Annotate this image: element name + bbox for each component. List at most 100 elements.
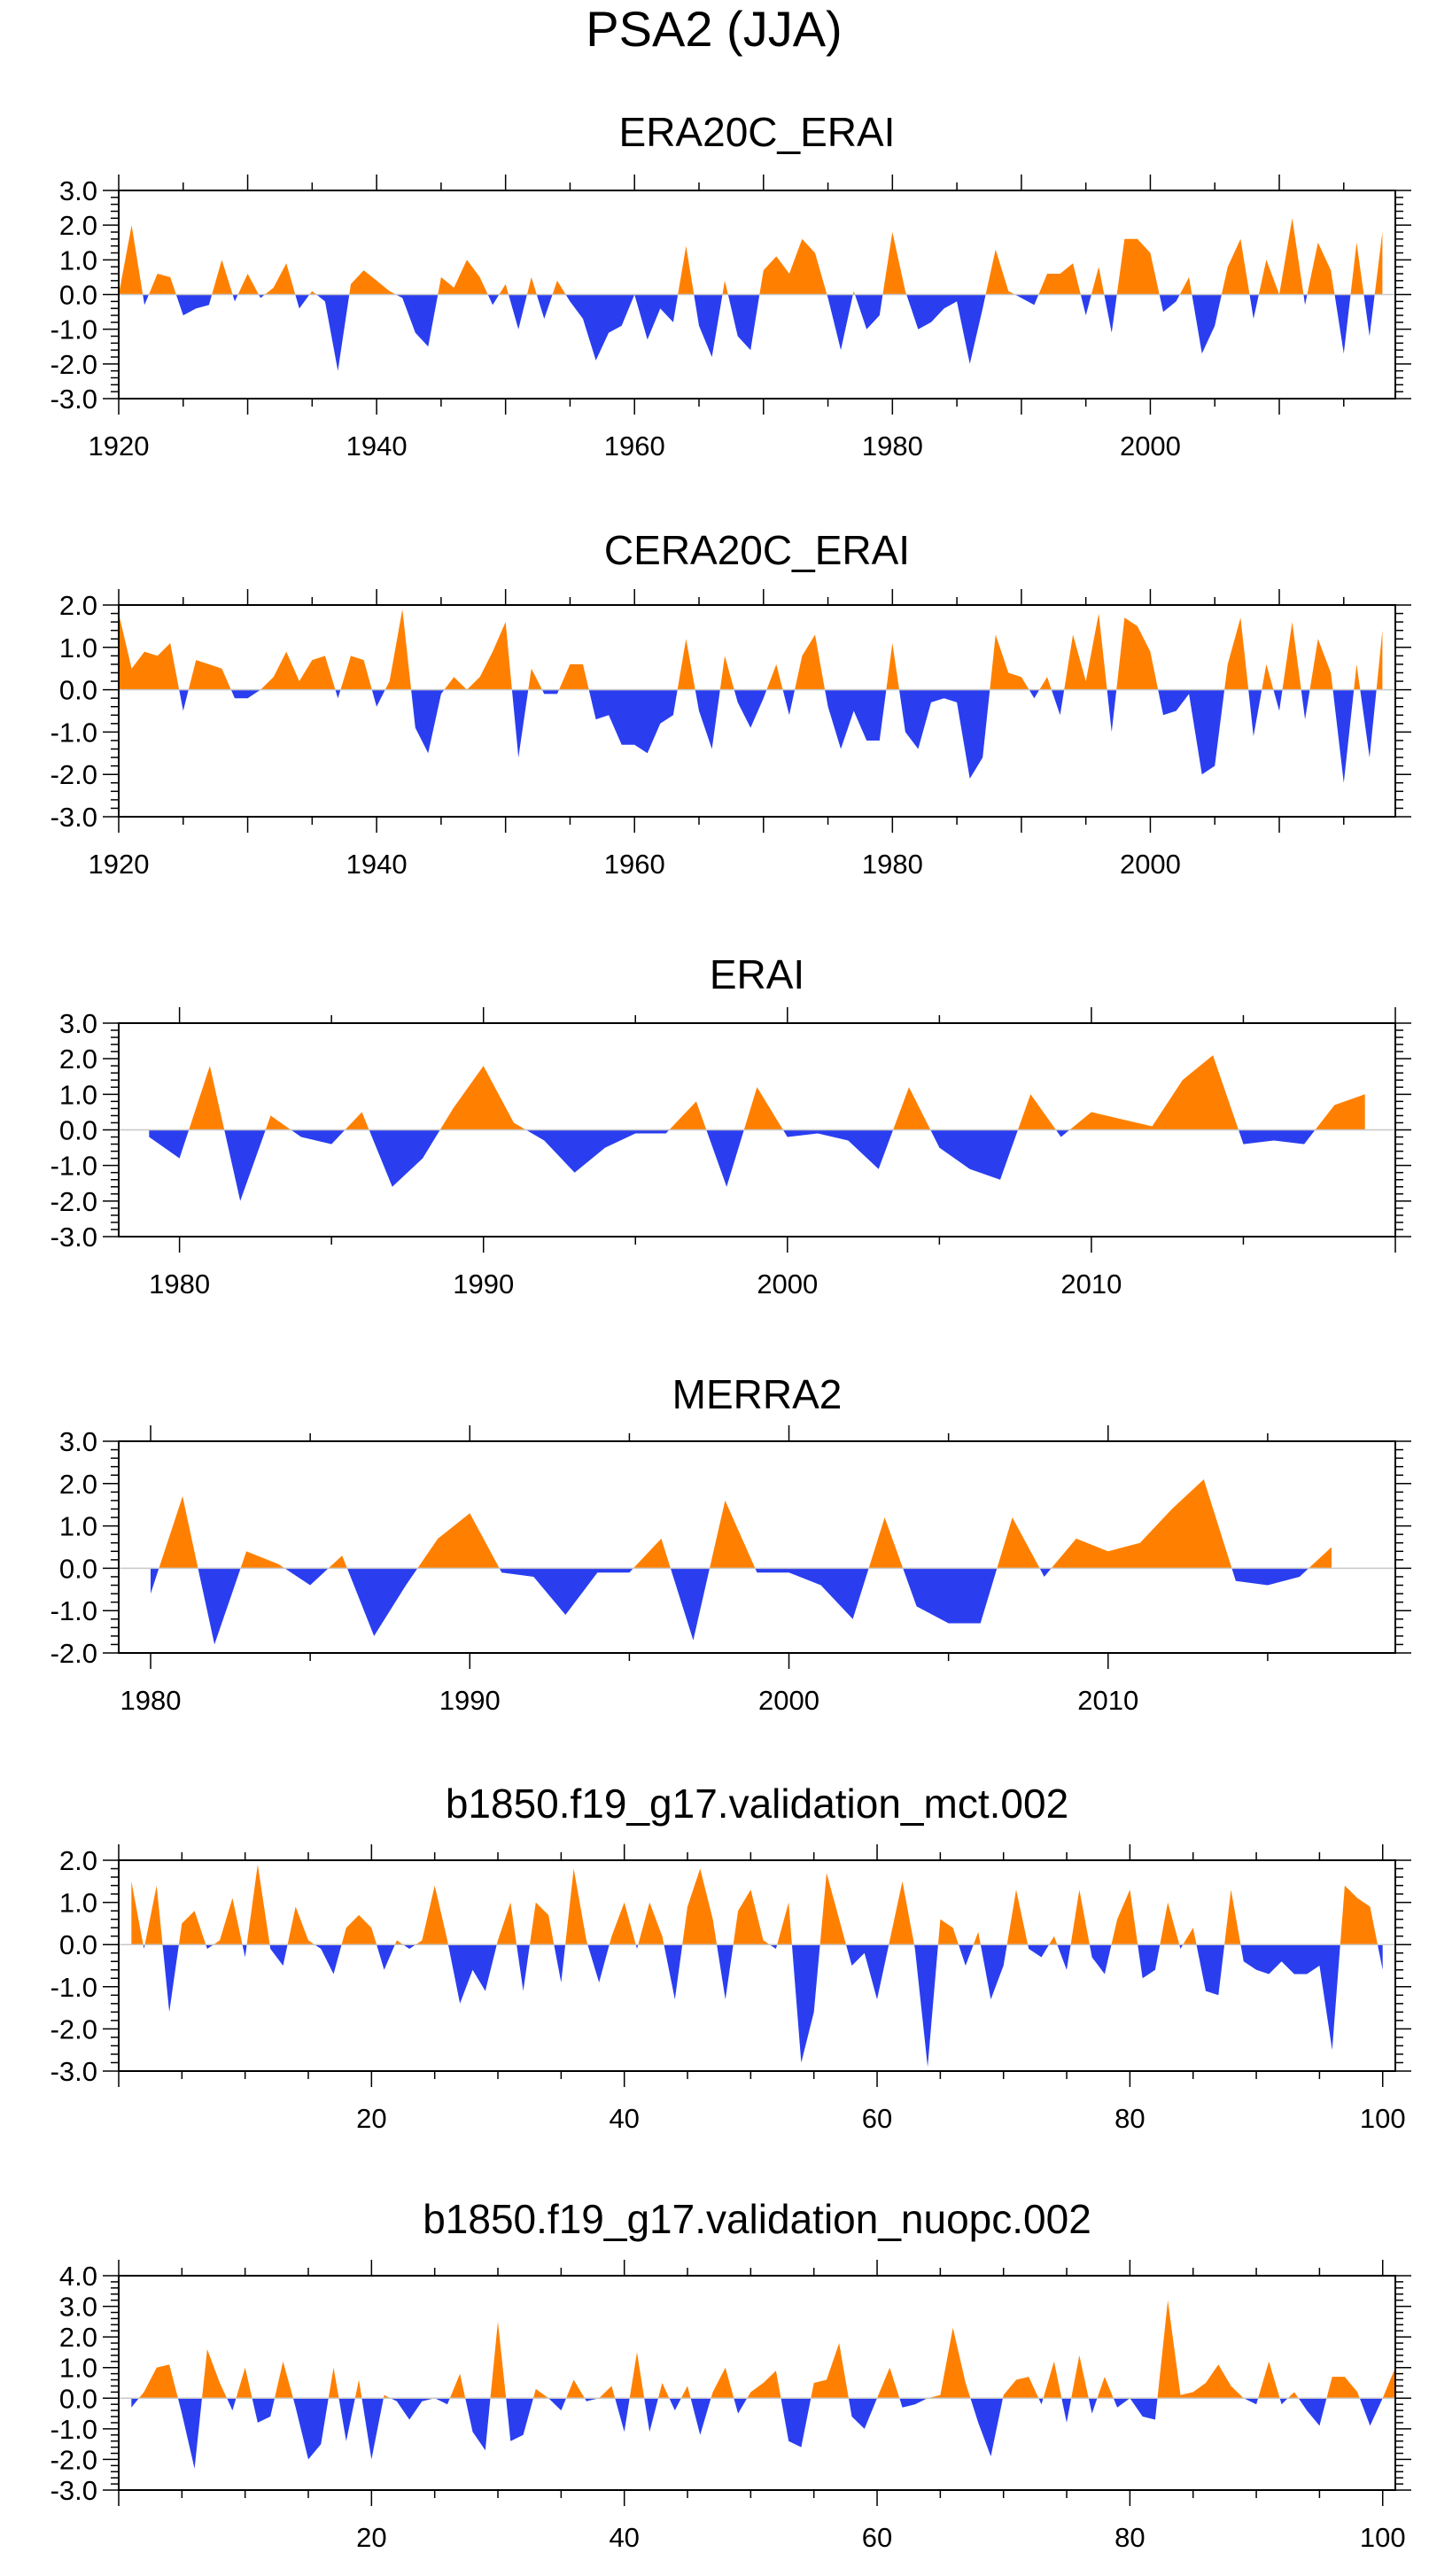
positive-area: [533, 2388, 549, 2399]
positive-area: [559, 663, 589, 690]
positive-area: [237, 274, 259, 295]
negative-area: [536, 294, 553, 319]
positive-area: [345, 1112, 369, 1130]
negative-area: [782, 689, 796, 716]
negative-area: [846, 1944, 889, 2000]
negative-area: [179, 689, 189, 711]
positive-area: [1258, 2361, 1280, 2399]
y-tick-label: 0.0: [59, 675, 97, 706]
positive-area: [795, 634, 826, 690]
negative-area: [143, 1944, 145, 1949]
plot-frame: [118, 1440, 1396, 1654]
y-tick-label: 0.0: [59, 1929, 97, 1960]
negative-area: [511, 689, 529, 758]
positive-area: [1374, 232, 1383, 295]
negative-area: [899, 689, 990, 779]
positive-area: [747, 2370, 781, 2399]
positive-area: [1003, 2377, 1039, 2399]
y-tick-label: -1.0: [50, 717, 97, 748]
positive-area: [889, 1881, 914, 1945]
positive-area: [777, 1902, 792, 1945]
positive-area: [1258, 260, 1279, 295]
positive-area: [678, 245, 695, 295]
negative-area: [1057, 1944, 1071, 1970]
negative-area: [781, 2398, 812, 2448]
negative-area: [1239, 1129, 1316, 1144]
negative-area: [1359, 2398, 1383, 2426]
positive-area: [1309, 639, 1333, 690]
negative-area: [411, 689, 445, 754]
positive-area: [1051, 1479, 1232, 1569]
x-tick-label: 1960: [604, 431, 665, 462]
y-tick-label: 1.0: [59, 244, 97, 275]
negative-area: [499, 1568, 633, 1615]
x-tick-label: 20: [356, 2103, 386, 2134]
positive-area: [138, 2364, 178, 2399]
negative-area: [1080, 294, 1091, 315]
negative-area: [230, 689, 261, 699]
negative-area: [1360, 689, 1377, 758]
panel-title: b1850.f19_g17.validation_mct.002: [446, 1781, 1068, 1827]
positive-area: [566, 2379, 585, 2399]
x-tick-label: 1990: [453, 1269, 514, 1300]
x-tick-label: 1920: [89, 849, 150, 880]
negative-area: [1038, 2398, 1044, 2405]
positive-area: [811, 2343, 849, 2399]
x-tick-label: 1980: [149, 1269, 210, 1300]
positive-area: [733, 1889, 770, 1945]
negative-area: [206, 1944, 214, 1949]
negative-area: [177, 2398, 202, 2469]
y-tick-label: -3.0: [50, 2475, 97, 2506]
x-tick-label: 1940: [346, 431, 408, 462]
positive-area: [1069, 1055, 1239, 1130]
y-tick-label: -1.0: [50, 1151, 97, 1182]
positive-area: [1157, 2300, 1244, 2399]
negative-area: [1303, 294, 1308, 306]
positive-area: [1309, 1547, 1332, 1569]
positive-area: [722, 280, 728, 295]
positive-area: [1183, 1928, 1197, 1945]
negative-area: [434, 2398, 450, 2405]
positive-area: [633, 1538, 671, 1569]
positive-area: [1340, 1885, 1378, 1945]
negative-area: [734, 2398, 748, 2414]
panel-5: b1850.f19_g17.validation_mct.002 2.0 1.0 0.…: [50, 1781, 1411, 2134]
x-tick-label: 2000: [758, 1685, 819, 1716]
negative-area: [584, 2398, 600, 2401]
negative-area: [970, 2398, 1003, 2456]
y-tick-label: 1.0: [59, 1888, 97, 1919]
negative-area: [131, 2398, 139, 2408]
y-tick-label: 2.0: [59, 1845, 97, 1876]
positive-area: [1221, 238, 1250, 295]
y-tick-label: -3.0: [50, 384, 97, 415]
positive-area: [528, 668, 542, 690]
positive-area: [119, 613, 180, 690]
y-tick-label: 4.0: [59, 2261, 97, 2292]
negative-area: [791, 1944, 820, 2063]
positive-area: [852, 291, 855, 295]
positive-area: [189, 1066, 225, 1130]
negative-area: [175, 294, 213, 315]
negative-area: [361, 2398, 384, 2460]
negative-area: [1378, 1944, 1383, 1970]
positive-area: [1049, 1936, 1058, 1945]
positive-area: [383, 2394, 391, 2399]
negative-area: [930, 1129, 1018, 1180]
negative-area: [198, 1568, 241, 1645]
positive-area: [212, 260, 233, 295]
positive-area: [394, 1940, 403, 1945]
negative-area: [669, 2398, 681, 2411]
y-tick-label: 2.0: [59, 1044, 97, 1075]
positive-area: [340, 656, 372, 690]
negative-area: [541, 689, 559, 694]
positive-area: [490, 2321, 507, 2399]
positive-area: [384, 609, 412, 690]
positive-area: [680, 2386, 691, 2399]
negative-area: [377, 1944, 395, 1970]
negative-area: [487, 294, 500, 306]
panel-4: MERRA2 3.0 2.0 1.0 0.0 -1.0 -2.0 1980 1990 2000 20…: [50, 1371, 1411, 1716]
negative-area: [635, 1944, 639, 1949]
positive-area: [526, 276, 537, 295]
negative-area: [506, 2398, 533, 2441]
